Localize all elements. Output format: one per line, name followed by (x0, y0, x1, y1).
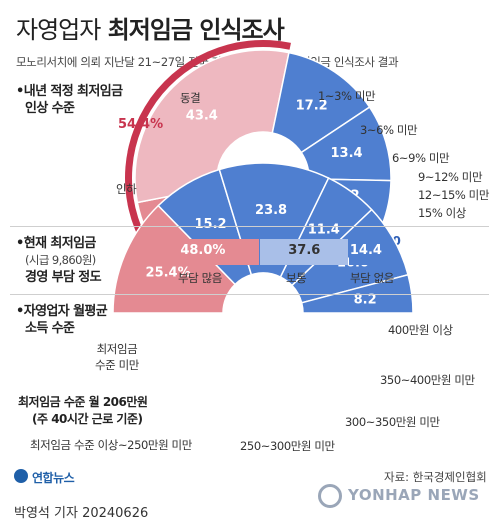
section3-heading-line2: 소득 수준 (25, 321, 75, 336)
byline-reporter: 박영석 기자 (14, 506, 78, 521)
bar-segment (259, 239, 348, 265)
pie1-label-r6_9: 6~9% 미만 (392, 151, 450, 165)
bar-label-heavy: 부담 많음 (178, 271, 222, 285)
page-title: 자영업자 최저임금 인식조사 (16, 10, 285, 45)
pie2-value-label: 23.8 (255, 203, 287, 218)
section2-heading-line1: •현재 최저임금 (16, 236, 96, 251)
section3-heading-line1: •자영업자 월평균 (16, 304, 108, 319)
pie1-label-r1_3: 1~3% 미만 (318, 89, 376, 103)
pie1-value-label: 43.4 (186, 109, 218, 124)
pie1-label-cut: 인하 (116, 182, 137, 196)
pie2-annotation-line2: (주 40시간 근로 기준) (32, 412, 143, 426)
pie2-value-label: 11.4 (308, 222, 340, 237)
pie1-label-r15: 15% 이상 (418, 206, 466, 220)
logo-text: 연합뉴스 (32, 471, 75, 485)
section2-heading-line3: 경영 부담 정도 (25, 270, 102, 285)
source-text: 자료: 한국경제인협회 (384, 470, 487, 484)
bar-label-normal: 보통 (286, 271, 307, 285)
pie1-label-freeze: 동결 (180, 91, 201, 105)
byline-date: 20240626 (82, 506, 149, 521)
pie2-label-r350_400: 350~400만원 미만 (380, 373, 475, 387)
pie1-label-r3_6: 3~6% 미만 (360, 123, 418, 137)
bar-label-none: 부담 없음 (350, 271, 394, 285)
pie2-annotation: 최저임금 수준 월 206만원 (주 40시간 근로 기준) (18, 394, 148, 428)
title-light: 자영업자 (16, 16, 101, 44)
pie2-label-r250: 최저임금 수준 이상~250만원 미만 (30, 438, 192, 452)
byline: 박영석 기자 20240626 (14, 502, 148, 521)
pie1-label-r12_15: 12~15% 미만 (418, 188, 490, 202)
watermark-icon (318, 484, 342, 508)
bar-value-label: 48.0% (180, 243, 226, 258)
section2-heading: •현재 최저임금 (시급 9,860원) 경영 부담 정도 (16, 235, 102, 286)
bar-segment (146, 239, 259, 265)
bar-value-label: 37.6 (288, 243, 321, 258)
pie2-label-below-min-line2: 수준 미만 (95, 358, 139, 372)
section1-heading-line2: 인상 수준 (25, 101, 75, 116)
pie2-value-label: 25.4% (146, 265, 191, 280)
pie1-total-label: 54.4% (118, 117, 164, 132)
section1-heading-line1: •내년 적정 최저임금 (16, 84, 123, 99)
pie1-label-r9_12: 9~12% 미만 (418, 170, 483, 184)
watermark: YONHAP NEWS (348, 486, 480, 504)
pie2-label-r250_300: 250~300만원 미만 (240, 439, 335, 453)
pie1-value-label: 13.4 (330, 146, 362, 161)
pie2-slice (300, 273, 414, 314)
section2-heading-line2: (시급 9,860원) (25, 253, 96, 267)
pie2-value-label: 8.2 (354, 292, 377, 307)
bar-segment (348, 239, 382, 265)
section3-heading: •자영업자 월평균 소득 수준 (16, 303, 108, 337)
pie2-label-below-min: 최저임금 수준 미만 (95, 341, 139, 373)
pie2-label-r300_350: 300~350만원 미만 (345, 415, 440, 429)
pie2-value-label: 15.2 (195, 217, 227, 232)
section1-heading: •내년 적정 최저임금 인상 수준 (16, 83, 123, 117)
pie2-annotation-line1: 최저임금 수준 월 206만원 (18, 395, 148, 409)
yonhap-logo-icon (14, 469, 28, 483)
pie1-value-label: 17.2 (296, 98, 328, 113)
pie2-label-below-min-line1: 최저임금 (96, 342, 138, 356)
title-bold: 최저임금 인식조사 (107, 16, 285, 44)
bar-value-label: 14.4 (349, 243, 382, 258)
divider-2 (10, 294, 489, 295)
pie2-label-r400: 400만원 이상 (388, 323, 453, 337)
divider-1 (10, 226, 489, 227)
pie1-slice (134, 49, 290, 204)
